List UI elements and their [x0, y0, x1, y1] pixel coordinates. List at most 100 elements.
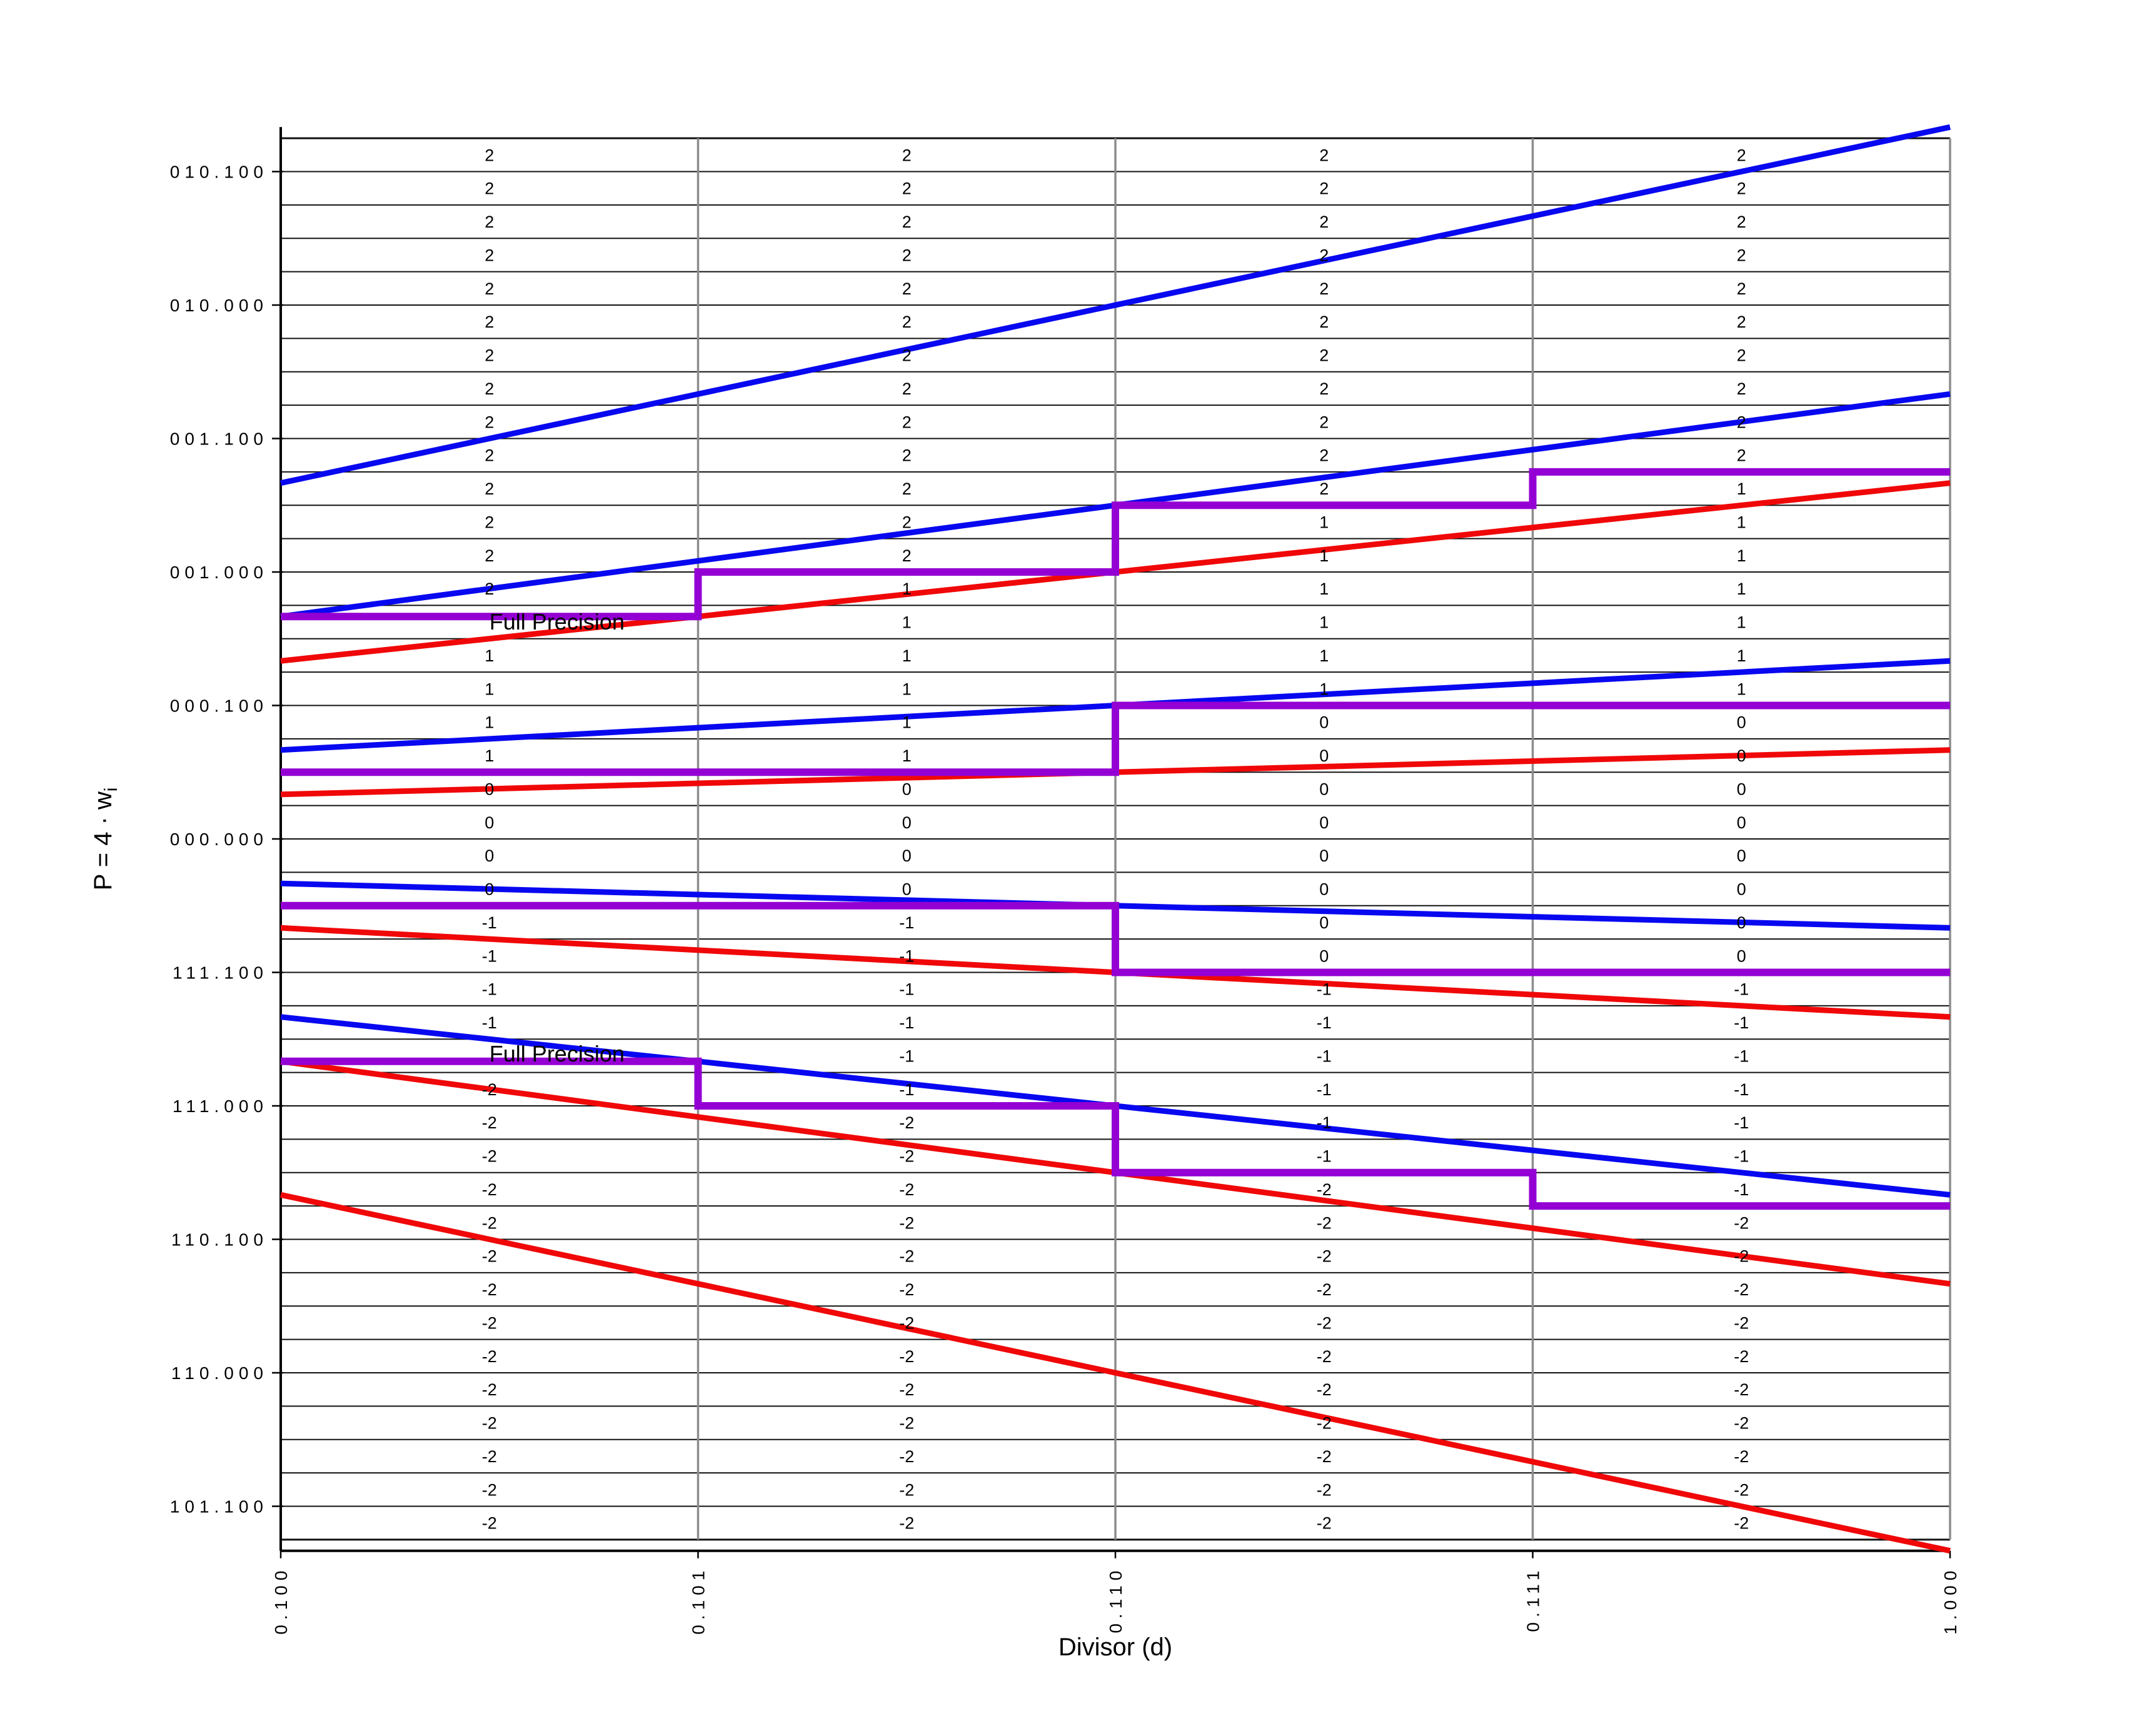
digit-cell: 0	[1319, 880, 1329, 899]
digit-cell: 0	[1319, 813, 1329, 832]
digit-cell: -2	[1317, 1480, 1332, 1499]
digit-cell: 0	[1319, 780, 1329, 798]
digit-cell: 2	[485, 246, 494, 264]
digit-cell: 0	[485, 846, 494, 865]
y-tick-label: 110.000	[171, 1363, 268, 1383]
digit-cell: 1	[1319, 513, 1329, 531]
x-tick-label: 0.100	[271, 1566, 291, 1635]
x-tick-labels: 0.100 0.101 0.110 0.111 1.000	[271, 1566, 1960, 1635]
digit-cell: 2	[902, 179, 912, 198]
digit-cell: 2	[1319, 179, 1329, 198]
digit-cell: 1	[485, 713, 494, 732]
digit-cell: -2	[899, 1380, 914, 1399]
digit-cell: 1	[1737, 513, 1746, 531]
digit-cell: -2	[1734, 1213, 1749, 1232]
digit-cell: 1	[485, 746, 494, 765]
digit-cell: -2	[482, 1414, 497, 1433]
digit-cell: 0	[1737, 846, 1746, 865]
x-axis-title: Divisor (d)	[1058, 1633, 1172, 1661]
digit-cell: -2	[482, 1147, 497, 1166]
digit-cell: 0	[1737, 780, 1746, 798]
y-tick-label: 101.100	[170, 1497, 268, 1517]
digit-cell: 2	[1737, 313, 1746, 331]
digit-cell: -1	[1317, 980, 1332, 999]
digit-cell: 2	[902, 379, 912, 398]
y-tick-labels: 010.100 010.000 001.100 001.000 000.100 000.0…	[170, 163, 268, 1517]
y-tick-label: 010.100	[170, 163, 268, 182]
digit-cell: 2	[1737, 379, 1746, 398]
digit-cell: 1	[902, 613, 912, 632]
digit-cell: 0	[485, 880, 494, 899]
digit-cell: -1	[482, 913, 497, 932]
digit-cell: 2	[485, 313, 494, 331]
digit-cell: 2	[902, 513, 912, 531]
digit-cell: -2	[899, 1280, 914, 1299]
digit-cell: 2	[902, 446, 912, 465]
y-tick-label: 111.100	[173, 963, 268, 983]
x-tick-label: 0.110	[1106, 1566, 1125, 1633]
digit-cell: -2	[1734, 1380, 1749, 1399]
digit-cell: 0	[1319, 746, 1329, 765]
digit-cell: 0	[1737, 880, 1746, 899]
tick-marks	[272, 171, 1951, 1558]
digit-cell: 0	[902, 813, 912, 832]
digit-cell: 2	[485, 146, 494, 164]
digit-cell: 1	[1319, 546, 1329, 565]
digit-cell: -1	[899, 1046, 914, 1065]
digit-cell: 2	[485, 346, 494, 365]
digit-cell: -2	[482, 1280, 497, 1299]
full-precision-label: Full Precision	[490, 1041, 625, 1066]
digit-cell: 2	[1737, 446, 1746, 465]
digit-cell: -1	[1317, 1046, 1332, 1065]
digit-cell: 2	[485, 513, 494, 531]
digit-cell: -2	[899, 1347, 914, 1366]
digit-cell: 1	[1319, 613, 1329, 632]
digit-cell: -1	[1317, 1113, 1332, 1132]
x-tick-label: 0.111	[1524, 1566, 1543, 1632]
digit-cell: -2	[1317, 1213, 1332, 1232]
digit-cell: -2	[482, 1180, 497, 1199]
digit-cell: -2	[482, 1247, 497, 1266]
selection-staircases	[281, 468, 1950, 1210]
staircase-digits-0|-1	[281, 901, 1950, 976]
digit-cell: -2	[482, 1380, 497, 1399]
digit-cell: 1	[485, 680, 494, 698]
digit-cell: -2	[1317, 1180, 1332, 1199]
digit-cell: -2	[482, 1113, 497, 1132]
digit-cell: -2	[482, 1313, 497, 1332]
digit-cell: 2	[1319, 279, 1329, 298]
digit-cell: 2	[902, 246, 912, 264]
digit-cell: -1	[1317, 1080, 1332, 1099]
digit-cell: 2	[902, 213, 912, 231]
digit-cell: -2	[899, 1313, 914, 1332]
digit-cell: -2	[1734, 1280, 1749, 1299]
digit-cell: -2	[1734, 1480, 1749, 1499]
digit-cell: -1	[899, 1080, 914, 1099]
digit-cell: 2	[1319, 379, 1329, 398]
digit-cell: 2	[485, 379, 494, 398]
full-precision-label: Full Precision	[490, 609, 625, 635]
digit-cell: 1	[902, 580, 912, 598]
digit-cell: -2	[1317, 1313, 1332, 1332]
digit-cell: -2	[899, 1247, 914, 1266]
digit-cell: 0	[902, 780, 912, 798]
digit-cell: -2	[482, 1080, 497, 1099]
digit-cell: 2	[1319, 446, 1329, 465]
digit-cell: -2	[899, 1113, 914, 1132]
digit-cell: -1	[482, 946, 497, 965]
digit-cell: 2	[1319, 146, 1329, 164]
digit-cell: 2	[485, 413, 494, 431]
y-axis-title: P = 4 · wi	[89, 788, 121, 891]
digit-cell: -2	[899, 1514, 914, 1533]
upper-bound-line-U2	[280, 124, 1951, 486]
digit-cell: 2	[902, 546, 912, 565]
digit-cell: 0	[485, 780, 494, 798]
y-tick-label: 001.000	[170, 563, 268, 582]
digit-cell: -2	[1317, 1347, 1332, 1366]
digit-cell: 1	[1319, 580, 1329, 598]
digit-cell: 0	[1737, 713, 1746, 732]
digit-cell: -2	[1317, 1514, 1332, 1533]
digit-cell: 2	[1319, 213, 1329, 231]
